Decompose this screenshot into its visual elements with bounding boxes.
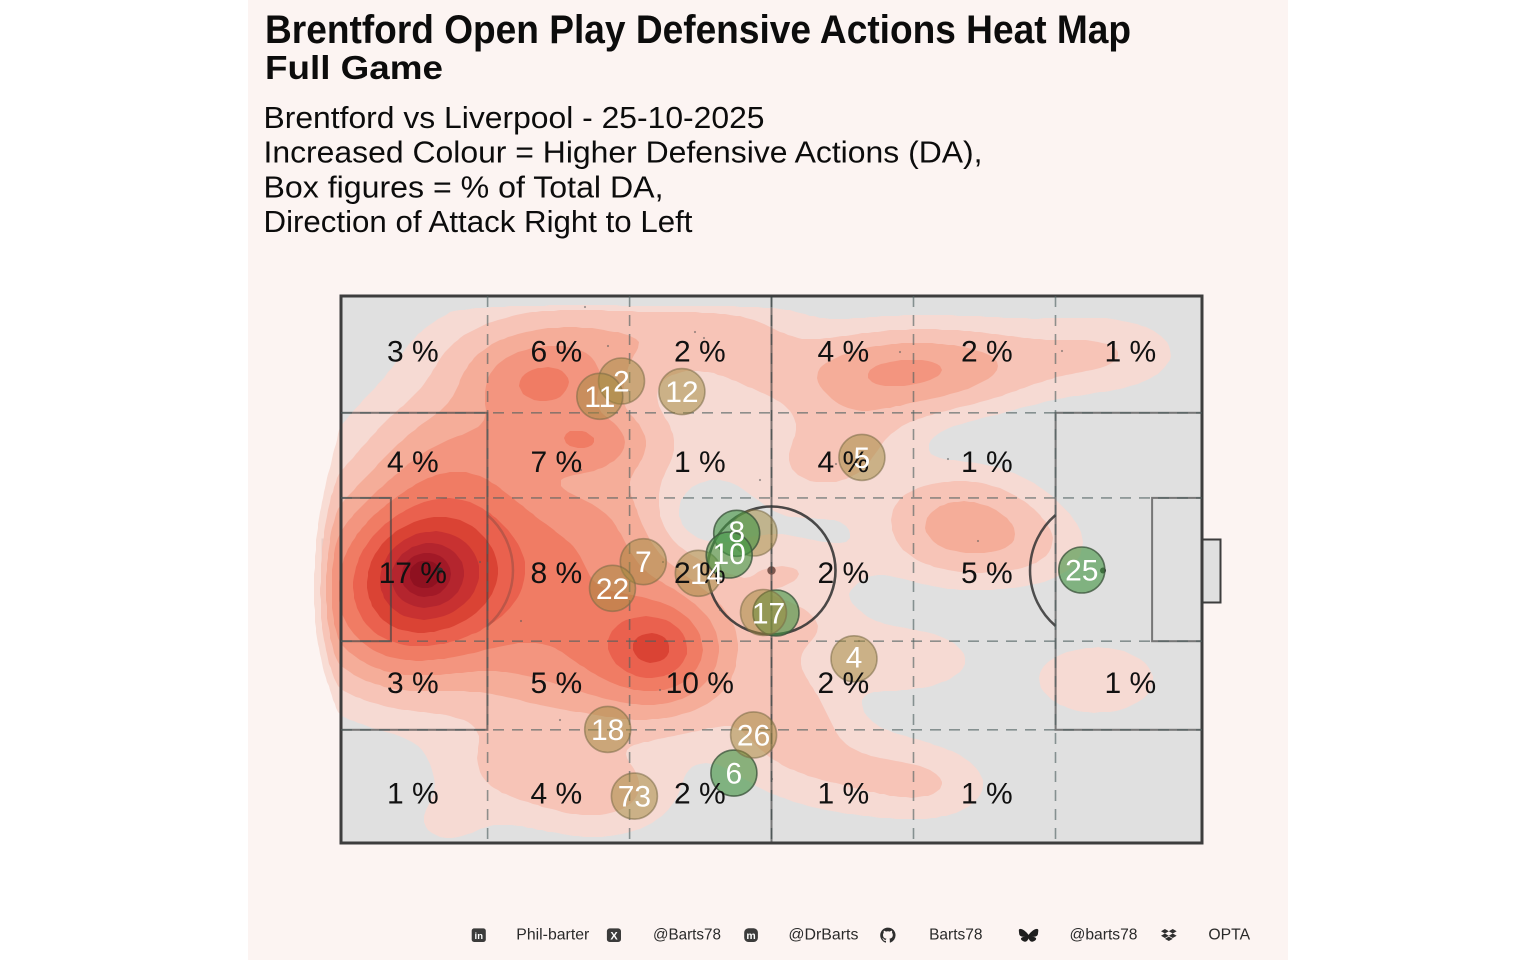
svg-text:X: X xyxy=(610,930,618,942)
svg-text:73: 73 xyxy=(618,781,651,814)
svg-text:6 %: 6 % xyxy=(530,336,582,369)
svg-text:1 %: 1 % xyxy=(961,778,1013,811)
svg-text:2 %: 2 % xyxy=(961,336,1013,369)
svg-text:1 %: 1 % xyxy=(1104,336,1156,369)
svg-text:1 %: 1 % xyxy=(387,778,439,811)
svg-text:1 %: 1 % xyxy=(1104,667,1156,700)
svg-text:5 %: 5 % xyxy=(530,667,582,700)
svg-text:17 %: 17 % xyxy=(379,557,447,590)
svg-text:4 %: 4 % xyxy=(387,446,439,479)
svg-text:4 %: 4 % xyxy=(817,446,869,479)
svg-text:Brentford Open Play Defensive: Brentford Open Play Defensive Actions He… xyxy=(265,8,1131,52)
svg-text:1 %: 1 % xyxy=(961,446,1013,479)
svg-text:7: 7 xyxy=(635,546,652,579)
svg-text:6: 6 xyxy=(726,758,743,791)
svg-text:2 %: 2 % xyxy=(674,557,726,590)
svg-text:4: 4 xyxy=(846,642,863,675)
svg-text:4 %: 4 % xyxy=(530,778,582,811)
svg-text:1 %: 1 % xyxy=(817,778,869,811)
svg-text:@Barts78: @Barts78 xyxy=(653,927,721,944)
svg-text:5 %: 5 % xyxy=(961,557,1013,590)
svg-text:3 %: 3 % xyxy=(387,667,439,700)
svg-text:18: 18 xyxy=(591,714,624,747)
svg-text:Brentford vs Liverpool - 25-10: Brentford vs Liverpool - 25-10-2025 xyxy=(264,100,765,135)
svg-text:12: 12 xyxy=(665,376,698,409)
svg-text:17: 17 xyxy=(752,598,785,631)
svg-text:11: 11 xyxy=(584,381,615,414)
svg-text:Barts78: Barts78 xyxy=(929,927,982,944)
svg-text:1 %: 1 % xyxy=(674,446,726,479)
svg-text:@DrBarts: @DrBarts xyxy=(788,927,858,944)
svg-text:10 %: 10 % xyxy=(666,667,734,700)
svg-text:Full Game: Full Game xyxy=(265,49,443,86)
svg-text:14: 14 xyxy=(690,558,723,591)
svg-text:Increased Colour = Higher Defe: Increased Colour = Higher Defensive Acti… xyxy=(264,135,983,170)
svg-text:2 %: 2 % xyxy=(674,778,726,811)
svg-text:Phil-barter: Phil-barter xyxy=(516,927,590,944)
svg-text:2 %: 2 % xyxy=(817,557,869,590)
svg-text:Box figures = % of Total DA,: Box figures = % of Total DA, xyxy=(264,169,664,204)
svg-text:2: 2 xyxy=(613,366,630,399)
svg-text:4 %: 4 % xyxy=(817,336,869,369)
svg-text:OPTA: OPTA xyxy=(1208,927,1250,944)
svg-text:26: 26 xyxy=(737,719,770,752)
svg-text:@barts78: @barts78 xyxy=(1070,927,1138,944)
svg-text:8: 8 xyxy=(728,516,745,549)
svg-text:5: 5 xyxy=(854,442,871,475)
svg-text:m: m xyxy=(746,930,755,942)
svg-text:Direction of Attack Right to L: Direction of Attack Right to Left xyxy=(264,204,693,239)
svg-text:22: 22 xyxy=(596,573,629,606)
svg-text:8 %: 8 % xyxy=(530,557,582,590)
svg-text:3 %: 3 % xyxy=(387,336,439,369)
svg-text:in: in xyxy=(475,931,484,942)
svg-text:2 %: 2 % xyxy=(674,336,726,369)
svg-text:7 %: 7 % xyxy=(530,446,582,479)
svg-text:10: 10 xyxy=(713,538,746,571)
svg-text:2 %: 2 % xyxy=(817,667,869,700)
svg-text:25: 25 xyxy=(1065,555,1098,588)
